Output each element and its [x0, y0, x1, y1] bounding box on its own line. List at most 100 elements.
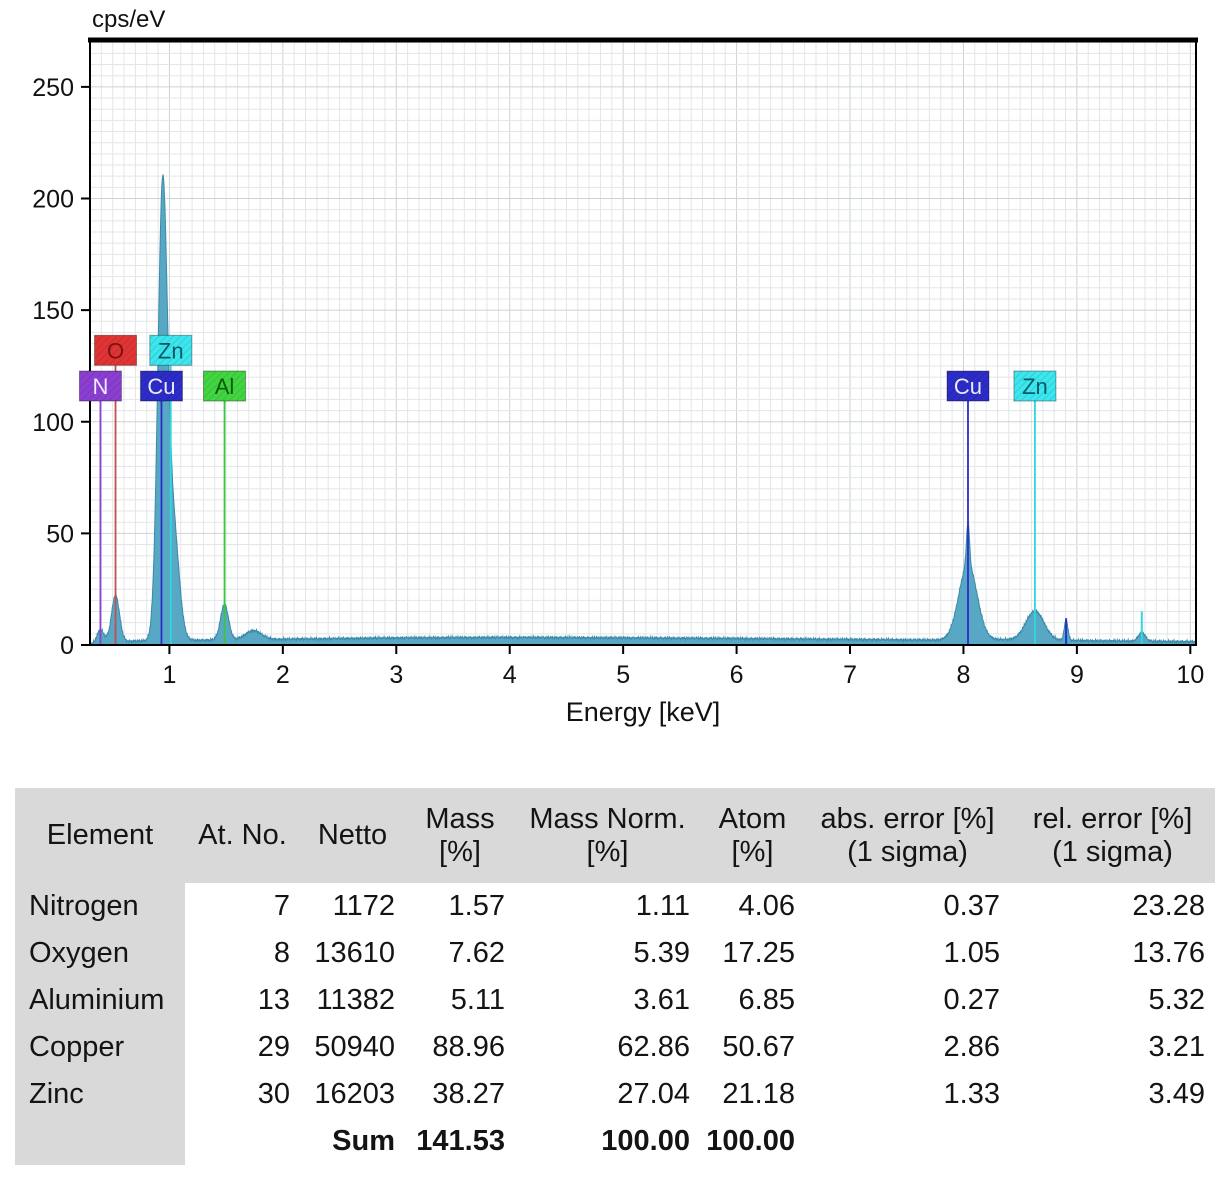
cell-rel_error_pct: 13.76	[1010, 930, 1215, 977]
element-marker-o: O	[94, 334, 138, 366]
svg-text:Cu: Cu	[147, 374, 175, 399]
cell-netto: 11382	[300, 977, 405, 1024]
cell-atom_pct: 4.06	[700, 883, 805, 930]
cell-element: Copper	[15, 1024, 185, 1071]
header-row: Element At. No. Netto Mass [%] Mass Norm.…	[15, 788, 1215, 883]
cell-mass_pct: 88.96	[405, 1024, 515, 1071]
cell-abs_error_pct: 1.33	[805, 1071, 1010, 1118]
svg-text:Zn: Zn	[1022, 374, 1048, 399]
cell-element: Oxygen	[15, 930, 185, 977]
x-tick-label: 3	[389, 661, 403, 689]
cell-rel_error_pct: 23.28	[1010, 883, 1215, 930]
results-table: Element At. No. Netto Mass [%] Mass Norm.…	[15, 788, 1215, 1165]
cell-rel_error_pct: 5.32	[1010, 977, 1215, 1024]
cell-netto: 1172	[300, 883, 405, 930]
x-tick-label: 10	[1176, 661, 1204, 689]
table-row: Zinc 30 16203 38.27 27.04 21.18 1.33 3.49	[15, 1071, 1215, 1118]
y-tick-label: 200	[32, 186, 74, 214]
col-header-rel-error: rel. error [%] (1 sigma)	[1010, 788, 1215, 883]
table-row: Oxygen 8 13610 7.62 5.39 17.25 1.05 13.76	[15, 930, 1215, 977]
cell-at_no: 13	[185, 977, 300, 1024]
table-row: Copper 29 50940 88.96 62.86 50.67 2.86 3.21	[15, 1024, 1215, 1071]
cell-abs_error_pct: 2.86	[805, 1024, 1010, 1071]
y-axis-title: cps/eV	[92, 6, 166, 33]
sum-at-no-cell	[185, 1118, 300, 1165]
col-header-at-no: At. No.	[185, 788, 300, 883]
cell-at_no: 29	[185, 1024, 300, 1071]
cell-at_no: 8	[185, 930, 300, 977]
y-tick-label: 0	[60, 632, 74, 660]
svg-text:Al: Al	[215, 374, 235, 399]
col-header-abs-error: abs. error [%] (1 sigma)	[805, 788, 1010, 883]
cell-at_no: 7	[185, 883, 300, 930]
x-tick-label: 7	[843, 661, 857, 689]
cell-abs_error_pct: 1.05	[805, 930, 1010, 977]
spectrum-chart: cps/eV 1 2 3 4 5 6 7 8 9 10 0 50 100 150 200 250 N O Cu Zn A…	[32, 6, 1204, 727]
sum-row: Sum 141.53 100.00 100.00	[15, 1118, 1215, 1165]
cell-abs_error_pct: 0.37	[805, 883, 1010, 930]
cell-atom_pct: 6.85	[700, 977, 805, 1024]
cell-element: Zinc	[15, 1071, 185, 1118]
y-tick-label: 150	[32, 297, 74, 325]
element-marker-al: Al	[203, 370, 247, 402]
cell-mass_norm_pct: 27.04	[515, 1071, 700, 1118]
cell-element: Aluminium	[15, 977, 185, 1024]
table-row: Nitrogen 7 1172 1.57 1.11 4.06 0.37 23.28	[15, 883, 1215, 930]
cell-mass_norm_pct: 3.61	[515, 977, 700, 1024]
cell-netto: 13610	[300, 930, 405, 977]
element-marker-zn: Zn	[149, 334, 193, 366]
cell-mass_norm_pct: 5.39	[515, 930, 700, 977]
cell-at_no: 30	[185, 1071, 300, 1118]
y-tick-label: 250	[32, 74, 74, 102]
element-marker-cu: Cu	[946, 370, 990, 402]
spectrum-area	[89, 174, 1197, 646]
cell-mass_pct: 5.11	[405, 977, 515, 1024]
cell-netto: 16203	[300, 1071, 405, 1118]
x-tick-label: 8	[957, 661, 971, 689]
sum-mass-pct: 141.53	[405, 1118, 515, 1165]
x-tick-label: 1	[162, 661, 176, 689]
sum-element-cell	[15, 1118, 185, 1165]
cell-netto: 50940	[300, 1024, 405, 1071]
col-header-element: Element	[15, 788, 185, 883]
col-header-mass-norm: Mass Norm. [%]	[515, 788, 700, 883]
col-header-mass: Mass [%]	[405, 788, 515, 883]
y-tick-label: 100	[32, 409, 74, 437]
cell-mass_norm_pct: 1.11	[515, 883, 700, 930]
svg-text:O: O	[107, 338, 124, 363]
cell-abs_error_pct: 0.27	[805, 977, 1010, 1024]
element-marker-n: N	[78, 370, 122, 402]
table-row: Aluminium 13 11382 5.11 3.61 6.85 0.27 5.32	[15, 977, 1215, 1024]
x-tick-label: 2	[276, 661, 290, 689]
sum-abs-error-cell	[805, 1118, 1010, 1165]
x-tick-label: 9	[1070, 661, 1084, 689]
sum-mass-norm-pct: 100.00	[515, 1118, 700, 1165]
svg-text:Cu: Cu	[954, 374, 982, 399]
cell-mass_norm_pct: 62.86	[515, 1024, 700, 1071]
x-tick-label: 6	[730, 661, 744, 689]
quantification-table-wrap: Element At. No. Netto Mass [%] Mass Norm.…	[15, 788, 1215, 1165]
y-tick-label: 50	[46, 520, 74, 548]
element-marker-zn: Zn	[1013, 370, 1057, 402]
svg-text:Zn: Zn	[158, 338, 184, 363]
x-axis-title: Energy [keV]	[565, 697, 721, 727]
cell-mass_pct: 7.62	[405, 930, 515, 977]
cell-mass_pct: 1.57	[405, 883, 515, 930]
cell-atom_pct: 17.25	[700, 930, 805, 977]
sum-label: Sum	[300, 1118, 405, 1165]
cell-mass_pct: 38.27	[405, 1071, 515, 1118]
cell-rel_error_pct: 3.49	[1010, 1071, 1215, 1118]
cell-element: Nitrogen	[15, 883, 185, 930]
cell-atom_pct: 21.18	[700, 1071, 805, 1118]
element-marker-cu: Cu	[139, 370, 183, 402]
cell-atom_pct: 50.67	[700, 1024, 805, 1071]
results-table-body: Nitrogen 7 1172 1.57 1.11 4.06 0.37 23.28 Oxygen…	[15, 883, 1215, 1165]
sum-atom-pct: 100.00	[700, 1118, 805, 1165]
x-tick-label: 4	[503, 661, 517, 689]
col-header-netto: Netto	[300, 788, 405, 883]
col-header-atom: Atom [%]	[700, 788, 805, 883]
x-tick-label: 5	[616, 661, 630, 689]
cell-rel_error_pct: 3.21	[1010, 1024, 1215, 1071]
